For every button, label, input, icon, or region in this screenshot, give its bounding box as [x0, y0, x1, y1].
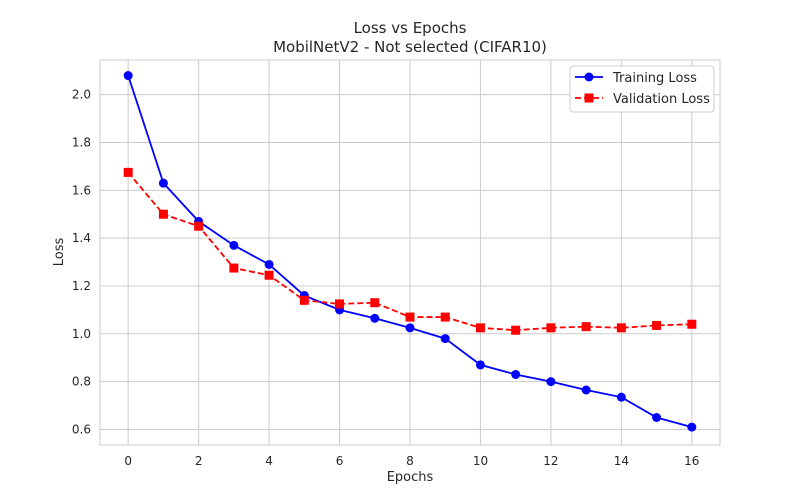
training-loss-point	[229, 240, 239, 250]
legend-label-validation-loss: Validation Loss	[613, 92, 710, 107]
tick-labels: 0 2 4 6 8 10 12 14 16 0.6 0.8 1.0 1.2 1.4 1.6 1.8 2.0	[72, 88, 700, 468]
validation-loss-point	[158, 209, 168, 219]
x-tick-label: 6	[336, 454, 344, 468]
x-tick-label: 16	[684, 454, 699, 468]
validation-loss-point	[546, 323, 556, 333]
y-tick-label: 1.8	[72, 136, 91, 150]
training-loss-point	[581, 385, 591, 395]
x-tick-label: 10	[473, 454, 488, 468]
y-tick-label: 1.0	[72, 327, 91, 341]
training-loss-point	[652, 413, 662, 422]
x-tick-label: 12	[543, 454, 558, 468]
y-tick-label: 1.4	[72, 231, 91, 245]
validation-loss-point	[194, 221, 204, 231]
validation-loss-point	[335, 299, 345, 309]
legend-marker-validation-loss	[584, 93, 594, 103]
y-tick-label: 0.6	[72, 422, 91, 436]
validation-loss-point	[511, 325, 521, 335]
validation-loss-point	[440, 312, 450, 322]
x-tick-label: 8	[406, 454, 414, 468]
x-axis-label: Epochs	[387, 470, 434, 485]
validation-loss-point	[687, 319, 697, 329]
chart-title: Loss vs Epochs	[354, 19, 467, 37]
x-tick-label: 4	[265, 454, 273, 468]
validation-loss-point	[616, 323, 626, 333]
validation-loss-point	[229, 263, 239, 273]
y-tick-label: 0.8	[72, 375, 91, 389]
legend-label-training-loss: Training Loss	[612, 71, 697, 86]
training-loss-point	[405, 323, 415, 333]
legend-marker-training-loss	[584, 72, 594, 82]
legend: Training Loss Validation Loss	[569, 65, 715, 113]
chart-subtitle: MobilNetV2 - Not selected (CIFAR10)	[273, 38, 547, 56]
x-tick-label: 2	[195, 454, 203, 468]
validation-loss-point	[299, 295, 309, 305]
training-loss-point	[158, 178, 168, 188]
y-tick-label: 2.0	[72, 88, 91, 102]
y-tick-label: 1.2	[72, 279, 91, 293]
validation-loss-point	[475, 323, 485, 333]
series	[123, 71, 697, 432]
y-tick-label: 1.6	[72, 183, 91, 197]
validation-loss-point	[652, 320, 662, 330]
training-loss-point	[264, 259, 274, 269]
training-loss-point	[370, 313, 380, 323]
validation-loss-point	[123, 167, 133, 177]
x-tick-label: 0	[124, 454, 132, 468]
validation-loss-point	[405, 312, 415, 322]
training-loss-point	[123, 71, 133, 81]
validation-loss-point	[581, 322, 591, 332]
y-axis-label: Loss	[52, 238, 67, 267]
training-loss-point	[511, 369, 521, 379]
training-loss-point	[616, 392, 626, 402]
legend-box	[569, 65, 715, 113]
x-tick-label: 14	[614, 454, 629, 468]
validation-loss-point	[370, 298, 380, 308]
training-loss-point	[475, 360, 485, 370]
training-loss-point	[546, 377, 556, 387]
training-loss-point	[440, 334, 450, 344]
training-loss-point	[687, 422, 697, 432]
validation-loss-point	[264, 270, 274, 280]
